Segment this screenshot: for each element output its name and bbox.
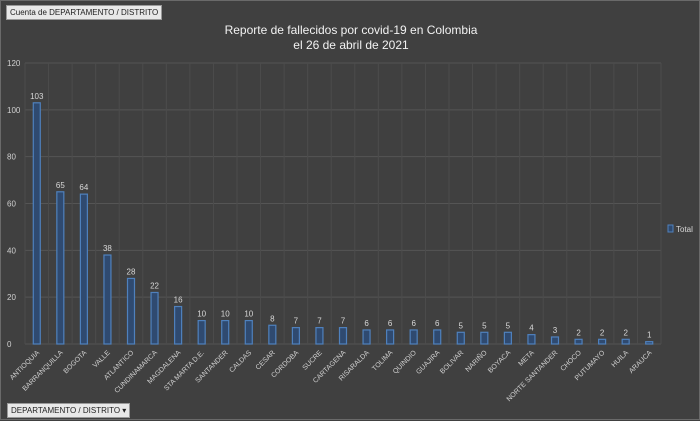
data-label: 10 [197, 310, 206, 319]
bar [409, 329, 418, 345]
bar [574, 338, 583, 345]
bar [456, 331, 465, 345]
data-label: 1 [647, 331, 652, 340]
data-label: 16 [174, 296, 183, 305]
data-label: 22 [150, 281, 159, 290]
data-label: 3 [553, 326, 558, 335]
bar [645, 341, 654, 345]
x-tick-label: BOYACA [487, 349, 512, 374]
bar [174, 305, 183, 345]
data-label: 7 [341, 317, 346, 326]
bar [433, 329, 442, 345]
bar [221, 319, 230, 345]
bar [126, 277, 136, 345]
bar [244, 319, 253, 345]
x-tick-label: STA MARTA D.E. [163, 349, 206, 392]
x-tick-label: SUCRE [302, 349, 325, 372]
data-label: 64 [79, 183, 88, 192]
y-tick-label: 80 [7, 153, 16, 162]
bar [197, 319, 206, 345]
legend-label: Total [676, 225, 693, 234]
bar [386, 329, 395, 345]
data-label: 10 [244, 310, 253, 319]
data-label: 10 [221, 310, 230, 319]
data-label: 6 [364, 319, 369, 328]
x-tick-label: BOGOTA [63, 349, 89, 375]
data-label: 8 [270, 314, 275, 323]
data-label: 2 [600, 328, 605, 337]
x-tick-label: NARIÑO [463, 348, 489, 374]
x-tick-label: CESAR [255, 349, 277, 371]
chart-title-line: Reporte de fallecidos por covid-19 en Co… [225, 23, 478, 37]
value-field-button[interactable]: Cuenta de DEPARTAMENTO / DISTRITO [6, 5, 163, 20]
y-tick-label: 120 [7, 59, 21, 68]
data-label: 6 [411, 319, 416, 328]
data-label: 6 [388, 319, 393, 328]
bar [150, 291, 159, 345]
bar [527, 334, 536, 345]
x-tick-label: VALLE [92, 349, 112, 369]
x-tick-label: HUILA [611, 349, 631, 369]
bar [103, 254, 112, 345]
data-label: 5 [506, 321, 511, 330]
data-label: 103 [30, 92, 44, 101]
y-tick-label: 0 [7, 340, 12, 349]
data-label: 2 [576, 328, 581, 337]
data-label: 28 [127, 267, 136, 276]
bar [338, 327, 348, 345]
data-label: 7 [294, 317, 299, 326]
x-tick-label: BARRANQUILLA [22, 349, 65, 392]
x-tick-label: BOLIVAR [439, 349, 465, 375]
bar [315, 327, 324, 345]
data-label: 6 [435, 319, 440, 328]
bar [503, 331, 512, 345]
bar [362, 329, 371, 345]
bar [79, 193, 88, 345]
x-tick-label: QUINDIO [392, 349, 419, 376]
bar [32, 102, 41, 345]
y-tick-label: 40 [7, 246, 16, 255]
bar [550, 336, 560, 345]
bar [291, 327, 300, 345]
x-tick-label: TOLIMA [371, 349, 395, 373]
bar [480, 331, 489, 345]
x-tick-label: CHOCO [560, 349, 584, 373]
axis-field-label: DEPARTAMENTO / DISTRITO [11, 406, 121, 415]
bar [598, 338, 607, 345]
y-tick-label: 100 [7, 106, 21, 115]
x-tick-label: CALDAS [228, 349, 253, 374]
bar [56, 191, 65, 345]
data-label: 38 [103, 244, 112, 253]
chart-title-line: el 26 de abril de 2021 [293, 38, 409, 52]
y-tick-label: 20 [7, 293, 16, 302]
data-label: 5 [482, 321, 487, 330]
bar [621, 338, 630, 345]
bar [268, 324, 277, 345]
data-label: 5 [459, 321, 464, 330]
data-label: 2 [623, 328, 628, 337]
x-tick-label: META [518, 349, 537, 368]
data-label: 4 [529, 324, 534, 333]
data-label: 65 [56, 181, 65, 190]
x-tick-label: GUAJIRA [415, 349, 442, 376]
y-tick-label: 60 [7, 200, 16, 209]
x-tick-label: ARAUCA [628, 349, 654, 375]
axis-field-filter-button[interactable]: DEPARTAMENTO / DISTRITO ▾ [7, 403, 131, 418]
data-label: 7 [317, 317, 322, 326]
legend-swatch [667, 224, 674, 233]
x-tick-label: CUNDINAMARCA [114, 349, 160, 395]
triangle-down-icon: ▾ [122, 406, 127, 415]
